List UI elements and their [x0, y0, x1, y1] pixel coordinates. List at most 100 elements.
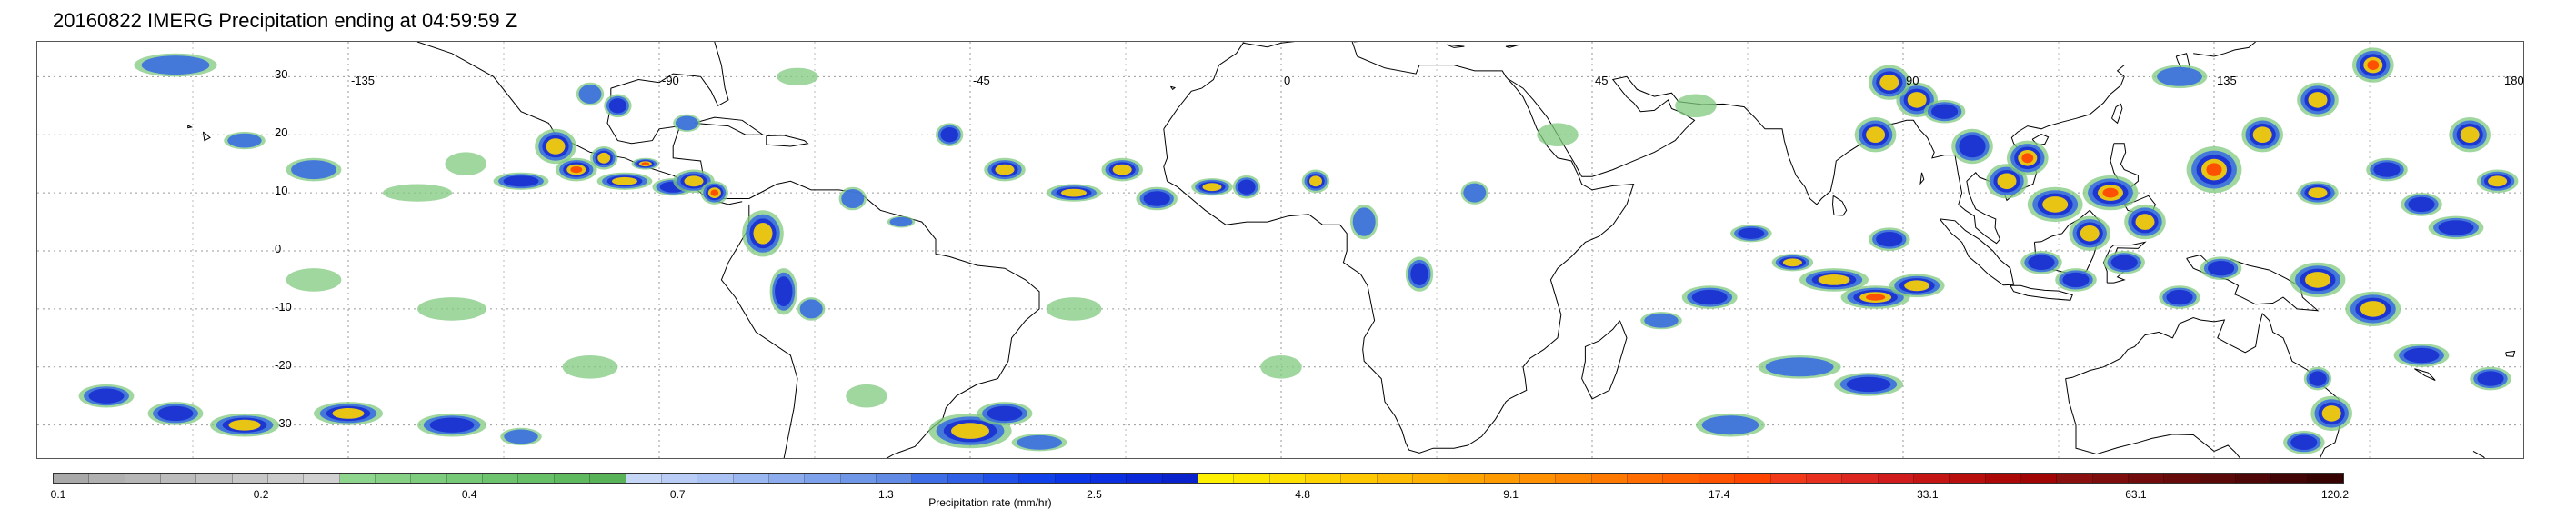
map-canvas [37, 42, 2523, 458]
colorbar-swatch [1127, 474, 1163, 483]
precipitation-map[interactable] [36, 41, 2524, 459]
latitude-label: 0 [275, 242, 282, 255]
colorbar-swatch [1162, 474, 1198, 483]
precip-cell [1410, 263, 1428, 285]
precip-cell [2305, 272, 2330, 288]
colorbar-swatch [125, 474, 162, 483]
precip-cell [641, 162, 650, 165]
coastline [2010, 284, 2073, 301]
precip-cell [2360, 301, 2386, 317]
precip-cell [503, 175, 539, 187]
precip-cell [1997, 173, 2017, 190]
precip-cell [570, 166, 583, 174]
colorbar-swatch [2057, 474, 2093, 483]
coastline [1505, 44, 1520, 48]
precip-cell [684, 175, 704, 187]
colorbar-swatch [1341, 474, 1378, 483]
colorbar-tick-label: 2.5 [1087, 488, 1102, 501]
colorbar-swatch [661, 474, 698, 483]
precip-cell [2028, 255, 2055, 270]
colorbar-swatch [518, 474, 555, 483]
colorbar-tick-label: 4.8 [1295, 488, 1310, 501]
precip-cell [562, 355, 618, 379]
colorbar-swatch [1913, 474, 1950, 483]
colorbar-swatch [1663, 474, 1699, 483]
precip-cell [1112, 164, 1132, 175]
precip-cell [1046, 297, 1102, 321]
colorbar-swatch [1484, 474, 1521, 483]
precip-cell [1876, 232, 1903, 247]
longitude-label: -45 [973, 74, 990, 87]
precip-cell [445, 152, 486, 175]
latitude-label: -20 [275, 357, 292, 372]
latitude-label: -30 [275, 415, 292, 430]
colorbar-swatch [376, 474, 412, 483]
precip-cell [2042, 196, 2069, 213]
colorbar-swatch [2200, 474, 2236, 483]
colorbar-swatch [1198, 474, 1235, 483]
precip-cell [608, 98, 627, 114]
precip-cell [2308, 92, 2328, 108]
coastline [2065, 378, 2241, 458]
colorbar-swatch [1770, 474, 1807, 483]
precip-cell [2102, 187, 2119, 198]
colorbar-swatch [554, 474, 591, 483]
precip-cell [1866, 294, 1886, 301]
precip-cell [2135, 214, 2155, 230]
precip-cell [2021, 153, 2034, 164]
precip-cell [157, 405, 194, 422]
precip-cell [2080, 225, 2100, 242]
precip-cell [995, 164, 1015, 175]
colorbar-swatch [1306, 474, 1342, 483]
colorbar-swatch [1628, 474, 1664, 483]
colorbar-tick-label: 120.2 [2320, 488, 2350, 501]
precip-cell [841, 189, 865, 208]
colorbar-swatch [1842, 474, 1879, 483]
precip-cell [227, 133, 262, 148]
colorbar-tick-label: 63.1 [2125, 488, 2147, 501]
precip-cell [2290, 434, 2318, 450]
precip-cell [1537, 123, 1579, 146]
precip-cell [1959, 135, 1986, 158]
precip-cell [1738, 227, 1765, 239]
precip-cell [1907, 92, 1927, 108]
precip-cell [1463, 183, 1487, 203]
colorbar-swatch [697, 474, 734, 483]
precip-cell [1818, 274, 1850, 285]
precipitation-colorbar [53, 473, 2344, 484]
colorbar-swatch [876, 474, 913, 483]
precip-cell [940, 127, 958, 143]
precip-cell [710, 189, 719, 196]
longitude-label: 135 [2217, 74, 2237, 87]
colorbar-swatch [1520, 474, 1557, 483]
colorbar-swatch [232, 474, 269, 483]
colorbar-swatch [805, 474, 841, 483]
precip-cell [1260, 355, 1302, 379]
coastline [2414, 368, 2436, 381]
precip-cell [417, 297, 486, 321]
longitude-label: -135 [351, 74, 376, 87]
precip-cell [1846, 376, 1891, 393]
colorbar-swatch [1377, 474, 1414, 483]
precip-cell [578, 85, 602, 104]
precip-cell [1202, 183, 1222, 192]
colorbar-tick-label: 33.1 [1917, 488, 1939, 501]
colorbar-tick-label: 0.4 [461, 488, 477, 501]
colorbar-swatch [1055, 474, 1091, 483]
precip-cell [2477, 371, 2504, 386]
precip-cell [1904, 280, 1930, 292]
colorbar-tick-label: 0.1 [50, 488, 66, 501]
colorbar-tick-label: 1.3 [878, 488, 894, 501]
precip-cell [2438, 220, 2474, 235]
longitude-label: 0 [1284, 74, 1291, 87]
colorbar-tick-label: 0.7 [669, 488, 686, 501]
coastline [2102, 241, 2147, 284]
precip-cell [1765, 357, 1834, 377]
colorbar-swatch [1234, 474, 1270, 483]
colorbar-swatch [626, 474, 662, 483]
precip-cell [2252, 126, 2272, 143]
colorbar-swatch [733, 474, 769, 483]
precip-cell [1644, 313, 1679, 328]
coastline [202, 131, 211, 142]
colorbar-tick-label: 17.4 [1709, 488, 1730, 501]
